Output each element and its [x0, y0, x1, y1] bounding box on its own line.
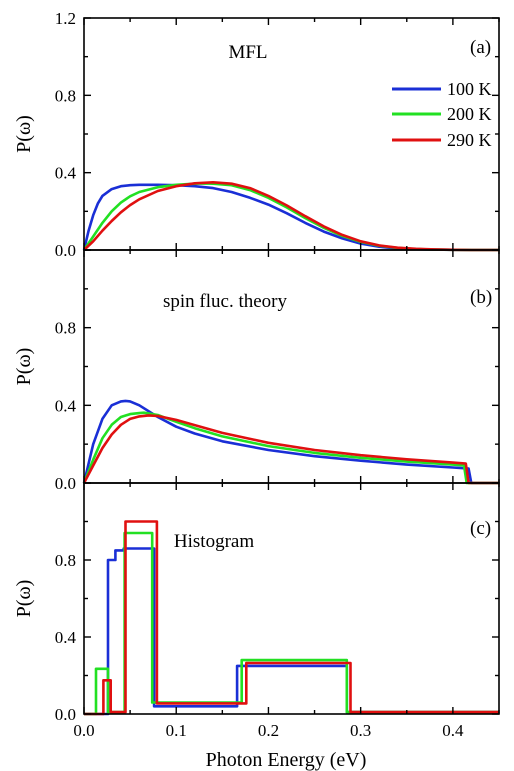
series-line-200k: [82, 411, 499, 485]
y-axis-label: P(ω): [13, 348, 35, 386]
panel-c: 0.0 0.4 0.8 0.0 0.1 0.2 0.3 0.4 P(ω) Histogram (c): [13, 482, 500, 740]
y-tick-label: 0.0: [55, 241, 76, 260]
panel-b: 0.0 0.4 0.8 P(ω) spin fluc. theory (b): [13, 249, 500, 493]
panel-annotation: Histogram: [174, 531, 254, 552]
y-tick-label: 0.4: [55, 628, 77, 647]
y-tick-label: 0.8: [55, 319, 76, 338]
y-tick-label: 0.8: [55, 86, 76, 105]
legend-entry: 200 K: [447, 104, 492, 124]
y-tick-label: 0.0: [55, 705, 76, 724]
panel-a: 0.0 0.4 0.8 1.2 P(ω) MFL (a) 100 K 200 K 290 K: [13, 9, 500, 260]
x-axis-label: Photon Energy (eV): [206, 749, 367, 771]
panel-label: (c): [470, 518, 491, 539]
x-tick-label: 0.3: [350, 721, 371, 740]
y-tick-label: 0.8: [55, 551, 76, 570]
series-line-100k: [84, 547, 499, 716]
series-line-100k: [82, 399, 499, 485]
y-tick-label: 0.4: [55, 164, 77, 183]
x-tick-label: 0.2: [258, 721, 279, 740]
panel-label: (b): [470, 287, 492, 308]
x-tick-label: 0.1: [166, 721, 187, 740]
y-axis-label: P(ω): [13, 115, 35, 153]
x-tick-label: 0.0: [73, 721, 94, 740]
x-tick-label: 0.4: [442, 721, 464, 740]
legend-entry: 100 K: [447, 79, 492, 99]
y-tick-label: 0.0: [55, 474, 76, 493]
legend: 100 K 200 K 290 K: [392, 79, 492, 150]
panel-annotation: spin fluc. theory: [163, 291, 288, 312]
series-line-200k: [84, 531, 499, 716]
series-line-290k: [82, 414, 499, 485]
series-line-100k: [82, 183, 499, 252]
legend-entry: 290 K: [447, 130, 492, 150]
y-tick-label: 1.2: [55, 9, 76, 28]
plot-frame: [83, 482, 500, 715]
series-line-290k: [84, 520, 499, 716]
y-tick-label: 0.4: [55, 396, 77, 415]
plot-frame: [83, 249, 500, 484]
panel-label: (a): [470, 37, 491, 58]
y-axis-label: P(ω): [13, 580, 35, 618]
series-line-290k: [83, 181, 499, 252]
panel-annotation: MFL: [228, 42, 267, 63]
